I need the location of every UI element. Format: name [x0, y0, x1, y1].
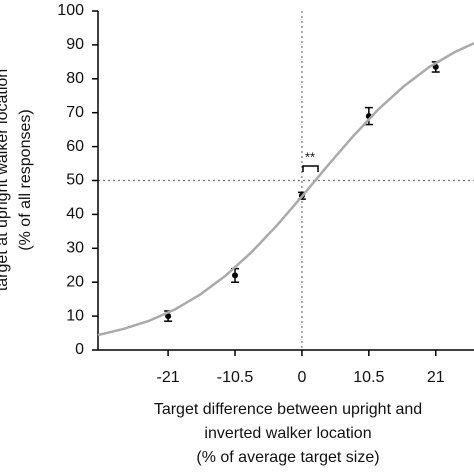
y-tick-label: 60 — [66, 138, 84, 155]
data-point — [165, 313, 172, 320]
y-tick-label: 50 — [66, 172, 84, 189]
significance-bracket — [302, 165, 319, 172]
x-tick-label: 0 — [297, 369, 306, 386]
y-tick-label: 40 — [66, 206, 84, 223]
x-tick-label: 21 — [427, 369, 445, 386]
y-tick-label: 80 — [66, 70, 84, 87]
x-tick-label: -21 — [157, 369, 180, 386]
y-tick-label: 90 — [66, 36, 84, 53]
y-tick-label: 20 — [66, 273, 84, 290]
annotation: ** — [305, 149, 315, 164]
y-tick-label: 30 — [66, 240, 84, 257]
y-tick-label: 70 — [66, 104, 84, 121]
x-axis-label: Target difference between upright and — [154, 401, 422, 418]
x-tick-label: 10.5 — [353, 369, 384, 386]
data-point — [232, 272, 239, 279]
y-tick-label: 100 — [57, 2, 84, 19]
y-tick-label: 0 — [75, 341, 84, 358]
y-tick-label: 10 — [66, 307, 84, 324]
y-axis-label: target at upright walker location — [0, 69, 11, 291]
x-tick-label: -10.5 — [217, 369, 254, 386]
x-axis-label: inverted walker location — [204, 425, 371, 442]
x-axis-label: (% of average target size) — [196, 449, 379, 466]
fit-curve — [97, 42, 474, 337]
y-axis-label: (% of all responses) — [17, 109, 34, 250]
